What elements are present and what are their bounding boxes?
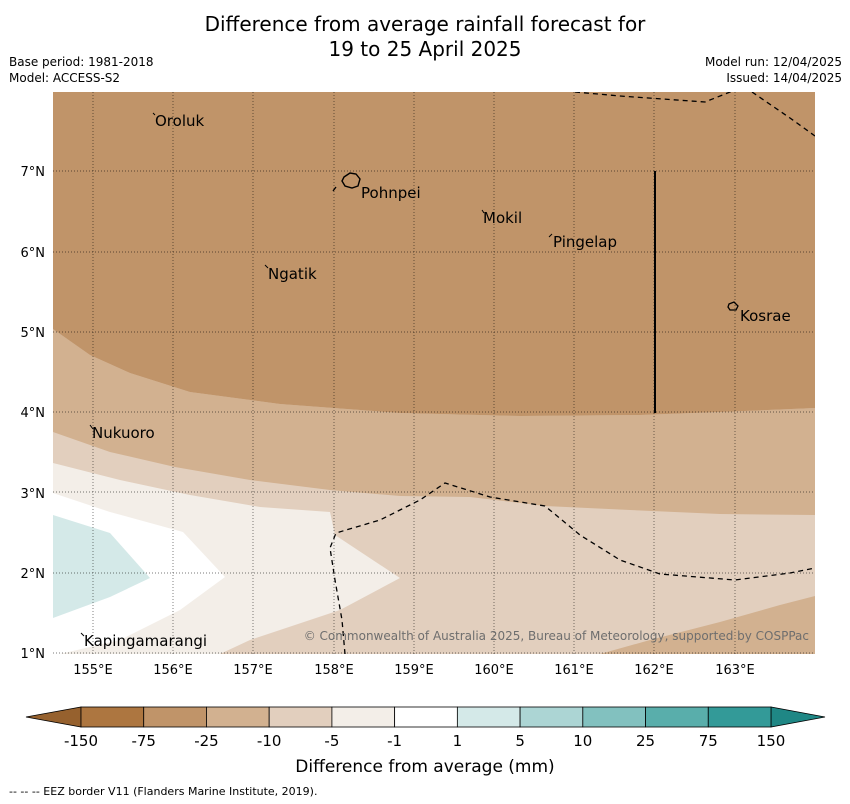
colorbar-tick-label: -75 bbox=[131, 732, 156, 750]
colorbar-extend-high bbox=[770, 706, 826, 728]
lon-tick: 156°E bbox=[153, 663, 193, 678]
title-line-1: Difference from average rainfall forecas… bbox=[204, 12, 646, 36]
kosrae-island-icon bbox=[727, 301, 739, 311]
base-period: Base period: 1981-2018 bbox=[9, 55, 154, 69]
lon-tick: 158°E bbox=[314, 663, 354, 678]
lon-tick: 161°E bbox=[554, 663, 594, 678]
colorbar-tick-label: 75 bbox=[699, 732, 718, 750]
lat-tick: 7°N bbox=[21, 165, 46, 180]
colorbar-swatch bbox=[331, 706, 396, 728]
pingelap-atoll bbox=[548, 233, 553, 238]
lat-tick: 3°N bbox=[21, 487, 46, 502]
colorbar-tick-label: 10 bbox=[573, 732, 592, 750]
lat-tick: 1°N bbox=[21, 647, 46, 662]
graticule bbox=[53, 92, 815, 654]
label-mokil: Mokil bbox=[483, 209, 522, 227]
lat-tick: 6°N bbox=[21, 246, 46, 261]
copyright-notice: © Commonwealth of Australia 2025, Bureau… bbox=[304, 629, 809, 643]
colorbar-tick-label: 150 bbox=[757, 732, 786, 750]
colorbar-swatch bbox=[206, 706, 270, 728]
colorbar-swatch bbox=[707, 706, 772, 728]
map-title: Difference from average rainfall forecas… bbox=[0, 12, 850, 62]
colorbar-tick-label: -5 bbox=[324, 732, 339, 750]
lon-axis: 155°E 156°E 157°E 158°E 159°E 160°E 161°… bbox=[73, 663, 755, 678]
colorbar bbox=[25, 706, 826, 728]
label-nukuoro: Nukuoro bbox=[92, 424, 155, 442]
kapingamarangi-atoll bbox=[80, 632, 85, 637]
lon-tick: 160°E bbox=[474, 663, 514, 678]
colorbar-swatch bbox=[582, 706, 646, 728]
lat-axis: 7°N 6°N 5°N 4°N 3°N 2°N 1°N bbox=[21, 165, 46, 662]
label-oroluk: Oroluk bbox=[155, 112, 204, 130]
band-below-minus25 bbox=[53, 92, 815, 416]
pohnpei-islet bbox=[332, 186, 337, 192]
ngatik-atoll bbox=[264, 264, 269, 269]
model-name: Model: ACCESS-S2 bbox=[9, 71, 121, 85]
band-plus1-plus5 bbox=[53, 515, 150, 618]
lon-tick: 162°E bbox=[634, 663, 674, 678]
map-area: Oroluk Pohnpei Mokil Pingelap Ngatik Kos… bbox=[53, 92, 815, 654]
colorbar-swatch bbox=[143, 706, 207, 728]
colorbar-tick-label: 1 bbox=[453, 732, 463, 750]
label-pingelap: Pingelap bbox=[553, 233, 617, 251]
colorbar-tick-label: -10 bbox=[257, 732, 282, 750]
colorbar-extend-low bbox=[25, 706, 82, 728]
colorbar-swatch bbox=[645, 706, 709, 728]
colorbar-tick-label: -1 bbox=[387, 732, 402, 750]
label-pohnpei: Pohnpei bbox=[361, 184, 421, 202]
colorbar-label: Difference from average (mm) bbox=[295, 757, 554, 777]
label-ngatik: Ngatik bbox=[268, 265, 317, 283]
colorbar-swatch bbox=[268, 706, 333, 728]
meta-right: Model run: 12/04/2025 Issued: 14/04/2025 bbox=[705, 54, 842, 86]
label-kapingamarangi: Kapingamarangi bbox=[84, 632, 207, 650]
lat-tick: 2°N bbox=[21, 567, 46, 582]
mokil-atoll bbox=[481, 209, 485, 214]
title-line-2: 19 to 25 April 2025 bbox=[328, 37, 522, 61]
colorbar-tick-label: 5 bbox=[515, 732, 525, 750]
lon-tick: 163°E bbox=[715, 663, 755, 678]
lon-tick: 159°E bbox=[394, 663, 434, 678]
colorbar-swatch bbox=[80, 706, 145, 728]
label-kosrae: Kosrae bbox=[740, 307, 791, 325]
eez-footnote: -- -- -- EEZ border V11 (Flanders Marine… bbox=[9, 785, 318, 798]
model-run: Model run: 12/04/2025 bbox=[704, 55, 842, 69]
colorbar-swatch bbox=[394, 706, 458, 728]
meta-left: Base period: 1981-2018 Model: ACCESS-S2 bbox=[9, 54, 154, 86]
lat-tick: 4°N bbox=[21, 406, 46, 421]
pohnpei-island-icon bbox=[341, 172, 361, 189]
colorbar-swatch bbox=[519, 706, 584, 728]
lon-tick: 157°E bbox=[233, 663, 273, 678]
colorbar-tick-label: 25 bbox=[636, 732, 655, 750]
colorbar-tick-label: -150 bbox=[64, 732, 98, 750]
eez-borders bbox=[329, 92, 815, 654]
lon-tick: 155°E bbox=[73, 663, 113, 678]
colorbar-tick-label: -25 bbox=[194, 732, 219, 750]
nukuoro-atoll bbox=[89, 424, 94, 430]
colorbar-tick-labels: -150 -75 -25 -10 -5 -1 1 5 10 25 75 150 bbox=[64, 732, 785, 750]
colorbar-swatch bbox=[456, 706, 521, 728]
lat-tick: 5°N bbox=[21, 326, 46, 341]
oroluk-atoll bbox=[152, 112, 156, 116]
issued-date: Issued: 14/04/2025 bbox=[726, 71, 842, 85]
